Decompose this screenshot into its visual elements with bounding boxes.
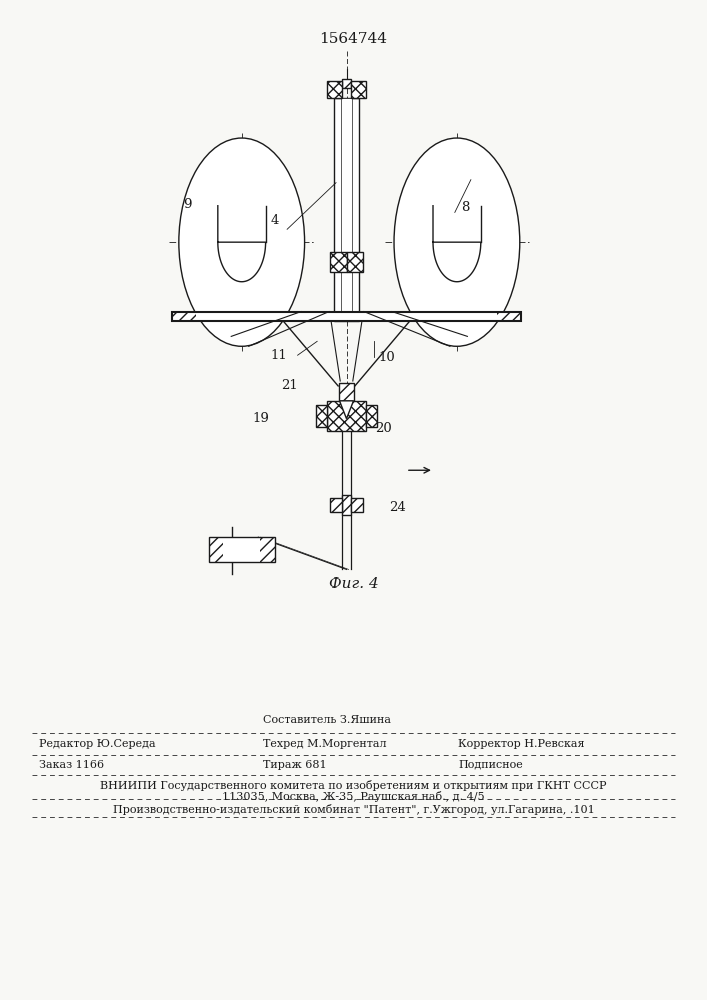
- Bar: [316, 405, 327, 427]
- Text: 9: 9: [183, 198, 192, 211]
- Bar: [497, 312, 521, 321]
- Text: Корректор Н.Ревская: Корректор Н.Ревская: [458, 739, 585, 749]
- Ellipse shape: [179, 138, 305, 346]
- Bar: [366, 405, 377, 427]
- Bar: [329, 498, 341, 512]
- Bar: [346, 252, 363, 272]
- Bar: [329, 252, 346, 272]
- Text: 11: 11: [270, 349, 287, 362]
- Bar: [260, 537, 275, 562]
- Text: Составитель З.Яшина: Составитель З.Яшина: [263, 715, 391, 725]
- Bar: [327, 81, 342, 98]
- Bar: [327, 401, 366, 431]
- Text: 24: 24: [389, 501, 406, 514]
- Text: Производственно-издательский комбинат "Патент", г.Ужгород, ул.Гагарина, .101: Производственно-издательский комбинат "П…: [112, 804, 595, 815]
- Bar: [341, 98, 352, 321]
- Bar: [339, 383, 354, 401]
- Text: Подписное: Подписное: [458, 760, 523, 770]
- Text: ВНИИПИ Государственного комитета по изобретениям и открытиям при ГКНТ СССР: ВНИИПИ Государственного комитета по изоб…: [100, 780, 607, 791]
- Text: 21: 21: [281, 379, 298, 392]
- Text: Фиг. 4: Фиг. 4: [329, 577, 378, 591]
- Bar: [341, 495, 351, 515]
- Bar: [172, 312, 197, 321]
- Bar: [341, 495, 351, 515]
- Text: 113035, Москва, Ж-35, Раушская наб., д. 4/5: 113035, Москва, Ж-35, Раушская наб., д. …: [222, 791, 485, 802]
- Bar: [341, 79, 351, 88]
- Polygon shape: [339, 401, 354, 419]
- Text: Техред М.Моргентал: Техред М.Моргентал: [263, 739, 386, 749]
- Text: Заказ 1166: Заказ 1166: [39, 760, 104, 770]
- Text: 4: 4: [271, 214, 279, 227]
- Bar: [351, 498, 363, 512]
- Bar: [327, 81, 342, 98]
- Bar: [316, 405, 327, 427]
- Bar: [351, 81, 366, 98]
- Bar: [351, 498, 363, 512]
- Bar: [209, 537, 223, 562]
- Text: Тираж 681: Тираж 681: [263, 760, 327, 770]
- Bar: [209, 537, 275, 562]
- Text: 20: 20: [375, 422, 392, 435]
- Bar: [329, 498, 341, 512]
- Text: 19: 19: [253, 412, 269, 425]
- Bar: [172, 312, 521, 321]
- Bar: [351, 81, 366, 98]
- Text: 1564744: 1564744: [320, 32, 387, 46]
- Bar: [366, 405, 377, 427]
- Bar: [346, 252, 363, 272]
- Bar: [327, 401, 366, 431]
- Text: Редактор Ю.Середа: Редактор Ю.Середа: [39, 739, 156, 749]
- Text: 8: 8: [461, 201, 469, 214]
- Bar: [329, 252, 346, 272]
- Bar: [334, 98, 358, 321]
- Text: 10: 10: [379, 351, 395, 364]
- Ellipse shape: [394, 138, 520, 346]
- Bar: [339, 383, 354, 401]
- Bar: [341, 79, 351, 88]
